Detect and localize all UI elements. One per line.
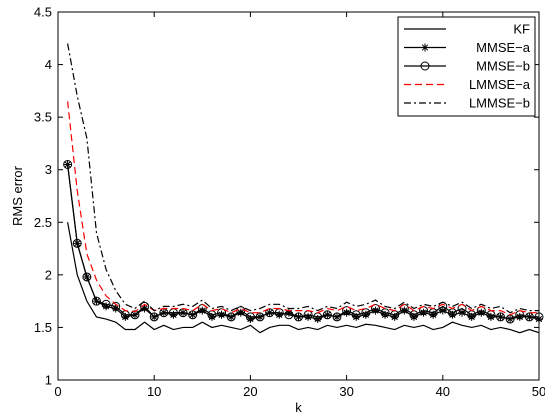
data-point-star: [140, 304, 149, 313]
y-tick-label: 4: [45, 57, 52, 72]
data-point-circle: [361, 308, 371, 318]
data-point-circle: [332, 312, 342, 322]
x-axis-label: k: [295, 400, 302, 415]
y-tick-label: 3.5: [34, 110, 52, 125]
x-tick-label: 10: [147, 384, 161, 399]
y-tick-label: 2.5: [34, 215, 52, 230]
x-tick-label: 20: [243, 384, 257, 399]
data-point-star: [102, 302, 111, 311]
x-tick-label: 30: [339, 384, 353, 399]
series-2: [63, 159, 544, 324]
data-point-circle: [534, 312, 544, 322]
data-point-circle: [370, 304, 380, 314]
data-point-circle: [140, 301, 150, 311]
series-layer: [63, 43, 544, 334]
data-point-star: [217, 310, 226, 319]
data-point-circle: [130, 310, 140, 320]
data-point-circle: [111, 301, 121, 311]
y-tick-label: 1: [45, 373, 52, 388]
x-tick-label: 40: [436, 384, 450, 399]
data-point-star: [207, 312, 216, 321]
data-point-circle: [322, 310, 332, 320]
series-4: [67, 43, 539, 314]
data-point-star: [169, 310, 178, 319]
data-point-star: [371, 306, 380, 315]
data-point-star: [467, 312, 476, 321]
legend-label: KF: [513, 22, 530, 37]
data-point-star: [313, 315, 322, 324]
data-point-circle: [217, 308, 227, 318]
series-3: [67, 101, 539, 316]
y-axis-label: RMS error: [10, 165, 25, 226]
data-point-circle: [149, 312, 159, 322]
data-point-circle: [342, 306, 352, 316]
series-line: [67, 43, 539, 314]
data-point-star: [198, 306, 207, 315]
data-point-star: [400, 306, 409, 315]
y-tick-label: 1.5: [34, 320, 52, 335]
tick-layer: 0 10 20 30 40 50 1 1.5 2 2.5 3 3.5 4 4.5: [34, 5, 545, 400]
data-point-star: [63, 160, 72, 169]
y-tick-label: 3: [45, 162, 52, 177]
data-point-star: [535, 315, 543, 324]
data-point-star: [390, 312, 399, 321]
legend-label: MMSE−a: [476, 40, 531, 55]
data-point-star: [477, 308, 486, 317]
legend-label: LMMSE−b: [469, 96, 530, 111]
series-0: [67, 222, 540, 334]
data-point-circle: [63, 159, 73, 169]
data-point-circle: [91, 296, 101, 306]
data-point-circle: [420, 61, 430, 71]
data-point-circle: [82, 272, 92, 282]
data-point-star: [409, 312, 418, 321]
x-tick-label: 0: [54, 384, 61, 399]
x-tick-label: 50: [532, 384, 545, 399]
data-point-star: [236, 308, 245, 317]
data-point-star: [284, 308, 293, 317]
legend-label: MMSE−b: [476, 59, 530, 74]
series-line: [67, 222, 540, 334]
data-point-star: [419, 308, 428, 317]
data-point-star: [421, 43, 429, 52]
data-point-star: [486, 312, 495, 321]
data-point-star: [275, 310, 284, 319]
data-point-circle: [524, 312, 534, 322]
data-point-circle: [101, 299, 111, 309]
legend: KF MMSE−a MMSE−b LMMSE−a LMMSE−b: [397, 16, 536, 117]
data-point-star: [246, 315, 255, 324]
series-line: [67, 101, 539, 316]
data-point-star: [381, 310, 390, 319]
series-line: [67, 164, 539, 320]
data-point-circle: [188, 310, 198, 320]
data-point-circle: [351, 310, 361, 320]
data-point-star: [361, 310, 370, 319]
data-point-star: [429, 310, 438, 319]
data-point-circle: [265, 308, 275, 318]
data-point-circle: [496, 312, 506, 322]
data-point-circle: [245, 312, 255, 322]
data-point-circle: [72, 238, 82, 248]
legend-label: LMMSE−a: [469, 77, 531, 92]
data-point-circle: [226, 312, 236, 322]
data-point-star: [352, 312, 361, 321]
y-tick-label: 2: [45, 267, 52, 282]
data-point-star: [121, 312, 130, 321]
data-point-circle: [255, 312, 265, 322]
data-point-star: [448, 310, 457, 319]
data-point-star: [304, 312, 313, 321]
data-point-star: [111, 304, 120, 313]
data-point-star: [515, 312, 524, 321]
data-point-star: [342, 308, 351, 317]
y-tick-label: 4.5: [34, 5, 52, 20]
data-point-circle: [294, 312, 303, 322]
